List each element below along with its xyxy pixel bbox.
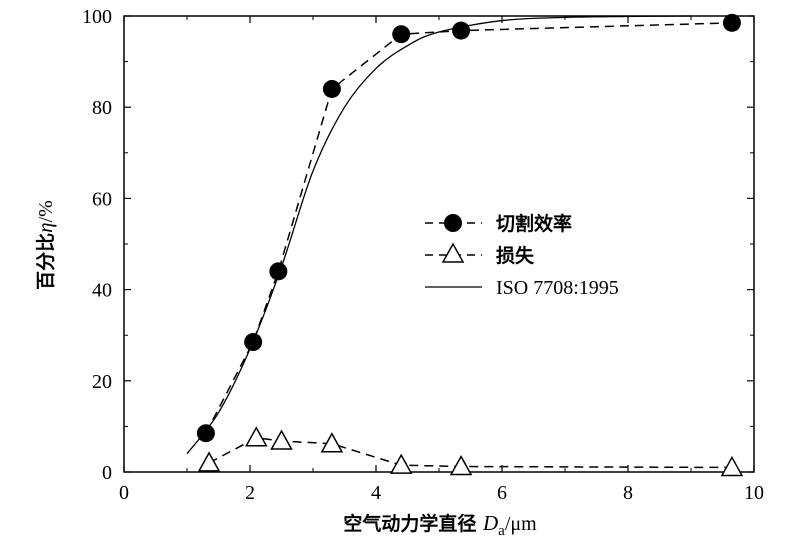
x-tick-label: 0 (119, 482, 129, 504)
y-tick-label: 0 (102, 462, 112, 484)
data-point-triangle (270, 429, 293, 450)
data-point-triangle (449, 454, 473, 476)
axis-ticks (123, 15, 755, 473)
x-tick-label: 4 (371, 482, 381, 504)
data-point-triangle (320, 432, 344, 453)
x-tick-label: 2 (245, 482, 255, 504)
x-tick-label: 8 (623, 482, 633, 504)
series-markers (196, 13, 744, 477)
x-tick-label: 10 (744, 482, 764, 504)
data-point-triangle (389, 453, 413, 474)
series-line-0 (205, 22, 732, 434)
legend: 切割效率 损失 ISO 7708:1995 (425, 212, 619, 299)
legend-label-cut-efficiency: 切割效率 (496, 212, 572, 235)
series-line-2 (186, 15, 692, 455)
data-point-circle (452, 21, 471, 40)
x-axis-title: 空气动力学直径 Da/μm (343, 511, 537, 539)
data-point-circle (244, 333, 263, 352)
data-point-circle (269, 262, 288, 281)
y-tick-label: 40 (92, 280, 112, 302)
plot-area-border (123, 15, 755, 473)
legend-label-iso: ISO 7708:1995 (496, 277, 619, 299)
y-axis-title: 百分比η/% (33, 200, 57, 290)
legend-label-loss: 损失 (496, 244, 535, 267)
legend-item-iso: ISO 7708:1995 (425, 277, 619, 299)
y-tick-label: 80 (92, 97, 112, 119)
legend-open-triangle-icon (441, 242, 465, 263)
x-tick-label: 6 (497, 482, 507, 504)
y-tick-label: 60 (92, 188, 112, 210)
legend-item-cut-efficiency: 切割效率 (425, 212, 572, 235)
legend-item-loss: 损失 (425, 242, 535, 267)
legend-filled-circle-icon (444, 214, 462, 232)
data-point-circle (722, 13, 741, 32)
data-point-triangle (197, 451, 221, 472)
data-point-triangle (720, 455, 744, 477)
data-point-circle (392, 25, 411, 44)
y-tick-label: 100 (82, 6, 112, 28)
data-point-circle (322, 79, 341, 98)
series-lines (186, 15, 732, 469)
data-point-triangle (245, 426, 268, 447)
data-point-circle (196, 424, 215, 443)
y-tick-label: 20 (92, 371, 112, 393)
plot-frame (123, 15, 755, 473)
